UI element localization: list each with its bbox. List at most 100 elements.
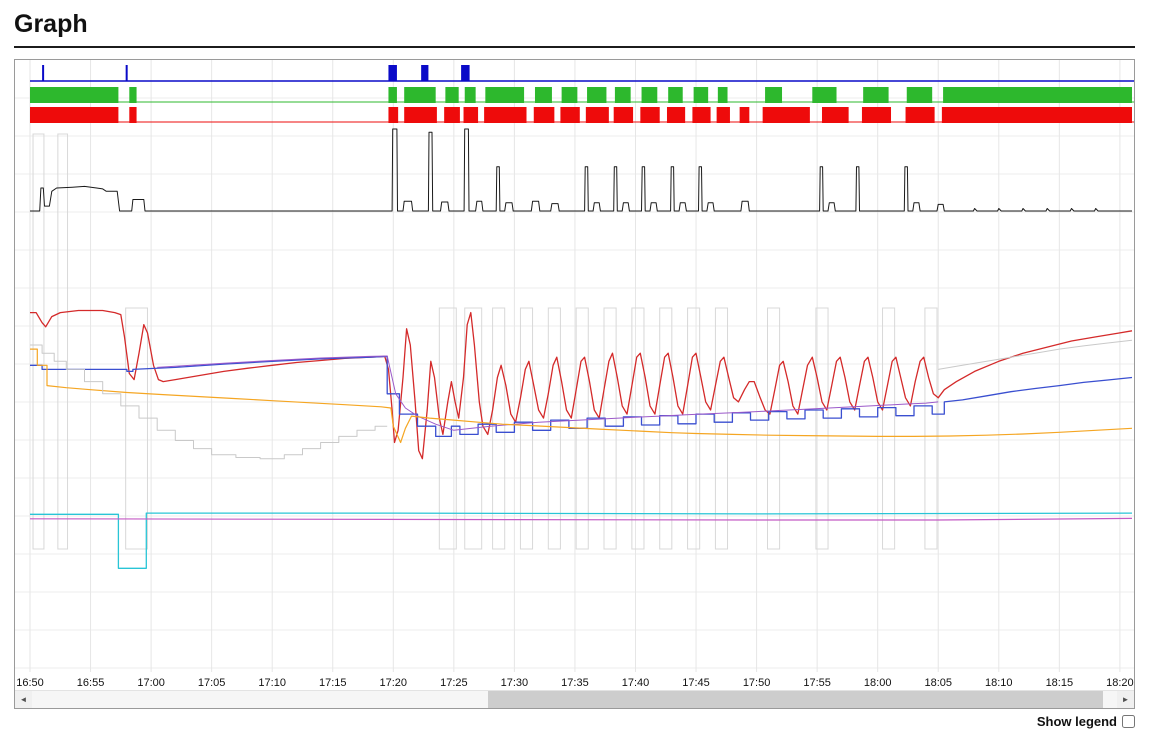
strip-red-block — [739, 107, 750, 123]
x-tick-label: 17:05 — [198, 677, 226, 689]
state-band — [32, 133, 45, 550]
strip-red-block — [666, 107, 686, 123]
state-band — [603, 307, 617, 550]
state-band — [547, 307, 561, 550]
strip-green-block — [534, 87, 552, 103]
strip-green-block — [717, 87, 728, 103]
strip-red-block — [30, 107, 119, 123]
strip-red-block — [533, 107, 555, 123]
scroll-left-button[interactable]: ◄ — [15, 691, 32, 708]
strip-green-block — [812, 87, 837, 103]
state-band — [924, 307, 938, 550]
strip-blue-block — [388, 65, 397, 81]
strip-green-block — [129, 87, 137, 103]
strip-red-block — [560, 107, 580, 123]
x-tick-label: 18:05 — [924, 677, 952, 689]
strip-blue-block — [42, 65, 45, 81]
state-band — [659, 307, 673, 550]
strip-green-block — [464, 87, 476, 103]
x-tick-label: 17:40 — [622, 677, 650, 689]
strip-green-block — [863, 87, 889, 103]
strip-red-block — [444, 107, 460, 123]
strip-red-block — [821, 107, 849, 123]
strip-red-block — [388, 107, 399, 123]
x-tick-label: 18:20 — [1106, 677, 1134, 689]
x-tick-label: 17:45 — [682, 677, 710, 689]
show-legend-checkbox[interactable] — [1122, 715, 1135, 728]
state-band — [631, 307, 645, 550]
x-tick-label: 17:25 — [440, 677, 468, 689]
strip-green-block — [765, 87, 783, 103]
x-tick-label: 17:10 — [258, 677, 286, 689]
graph-canvas[interactable]: 16:50 16:55 17:00 17:05 17:10 17:15 17:20 17:25… — [15, 60, 1134, 690]
strip-green-block — [445, 87, 459, 103]
scroll-left-icon: ◄ — [19, 695, 28, 704]
chart-frame: 16:50 16:55 17:00 17:05 17:10 17:15 17:20 17:25… — [14, 59, 1135, 709]
series-gray-right — [938, 339, 1133, 370]
scrollbar-thumb[interactable] — [487, 691, 1103, 708]
state-band — [687, 307, 701, 550]
strip-green-block — [587, 87, 607, 103]
series-red — [30, 309, 1133, 460]
scrollbar-track[interactable] — [32, 691, 1117, 708]
show-legend-label: Show legend — [1036, 714, 1117, 729]
series-black — [30, 128, 1132, 212]
state-band — [125, 307, 148, 550]
x-tick-label: 18:10 — [985, 677, 1013, 689]
state-band — [882, 307, 896, 550]
state-band — [815, 307, 829, 550]
series-magenta — [29, 517, 1133, 521]
strip-green-block — [693, 87, 709, 103]
strip-green-block — [668, 87, 683, 103]
x-tick-label: 17:35 — [561, 677, 589, 689]
strip-blue-block — [125, 65, 128, 81]
strip-red-block — [129, 107, 137, 123]
strip-red-block — [905, 107, 935, 123]
strip-green-block — [30, 87, 119, 103]
strip-green-block — [614, 87, 631, 103]
state-band — [766, 307, 781, 550]
strip-red-block — [716, 107, 730, 123]
series-violet — [157, 355, 939, 431]
state-band — [492, 307, 506, 550]
series-gray-steps — [30, 344, 388, 460]
series-orange — [30, 348, 1133, 444]
page-title: Graph — [14, 10, 1135, 48]
strip-red-block — [640, 107, 660, 123]
state-band — [464, 307, 483, 550]
strip-green-block — [485, 87, 525, 103]
strip-red-block — [404, 107, 437, 123]
strip-red-block — [762, 107, 810, 123]
x-tick-label: 17:50 — [743, 677, 771, 689]
strip-green-block — [943, 87, 1132, 103]
state-band — [714, 307, 729, 550]
state-band — [438, 307, 457, 550]
scroll-right-icon: ► — [1121, 695, 1130, 704]
series-blue — [30, 355, 1133, 438]
strip-green-block — [641, 87, 658, 103]
series-cyan — [30, 512, 1133, 569]
legend-toggle-row: Show legend — [14, 714, 1135, 729]
x-tick-label: 17:15 — [319, 677, 347, 689]
scroll-right-button[interactable]: ► — [1117, 691, 1134, 708]
x-tick-label: 17:00 — [137, 677, 165, 689]
strip-red-block — [692, 107, 711, 123]
strip-green-block — [906, 87, 933, 103]
strip-red-block — [613, 107, 634, 123]
x-tick-label: 16:55 — [77, 677, 105, 689]
state-band — [57, 133, 69, 550]
strip-red-block — [463, 107, 479, 123]
strip-blue-block — [461, 65, 470, 81]
strip-green-block — [561, 87, 578, 103]
strip-green-block — [388, 87, 397, 103]
x-tick-label: 17:55 — [803, 677, 831, 689]
strip-red-block — [941, 107, 1132, 123]
x-tick-label: 18:00 — [864, 677, 892, 689]
horizontal-scrollbar[interactable]: ◄ ► — [15, 690, 1134, 708]
strip-blue-block — [421, 65, 429, 81]
x-tick-label: 18:15 — [1046, 677, 1074, 689]
x-tick-label: 17:30 — [501, 677, 529, 689]
x-tick-label: 17:20 — [380, 677, 408, 689]
strip-red-block — [861, 107, 892, 123]
